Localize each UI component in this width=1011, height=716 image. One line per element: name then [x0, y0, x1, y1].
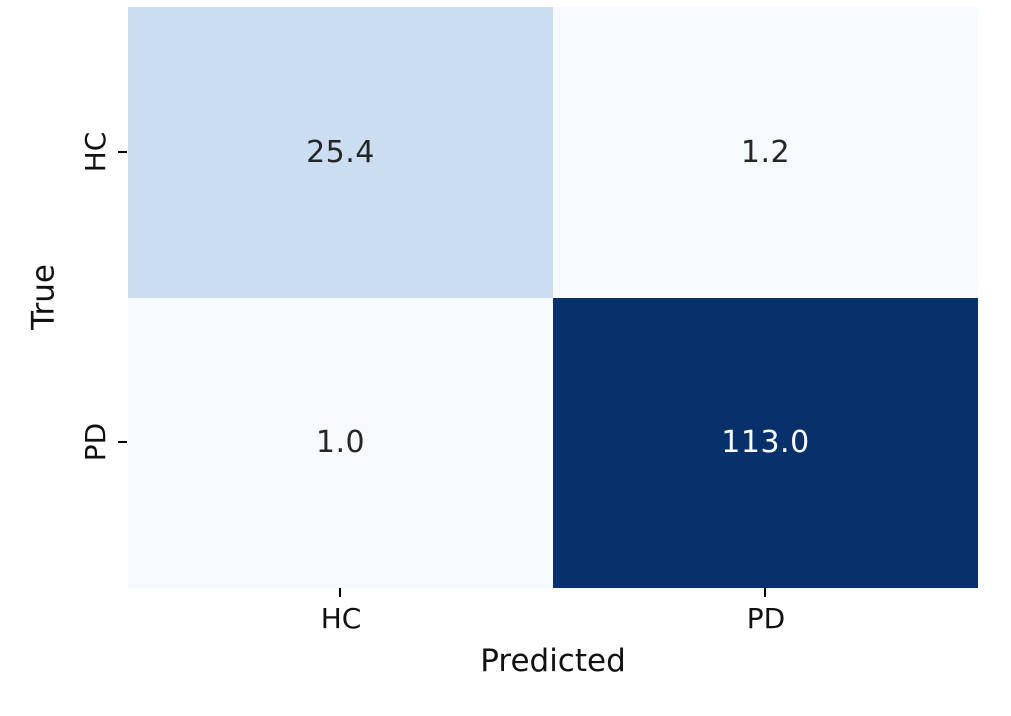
x-tick-label-pd: PD [746, 602, 786, 635]
cell-value-true-hc-pred-hc: 25.4 [306, 134, 375, 170]
cell-value-true-hc-pred-pd: 1.2 [740, 134, 791, 170]
heatmap-cell-true-pd-pred-pd: 113.0 [553, 298, 978, 588]
x-tick-mark-hc [339, 588, 341, 597]
x-tick-mark-pd [764, 588, 766, 597]
heatmap-cell-true-pd-pred-hc: 1.0 [128, 298, 553, 588]
y-tick-mark-pd [118, 441, 127, 443]
y-tick-mark-hc [118, 151, 127, 153]
x-tick-label-hc: HC [320, 602, 362, 635]
y-tick-label-pd: PD [79, 422, 112, 462]
heatmap-cell-true-hc-pred-hc: 25.4 [128, 7, 553, 298]
heatmap-cell-true-hc-pred-pd: 1.2 [553, 7, 978, 298]
x-axis-label: Predicted [480, 643, 626, 679]
cell-value-true-pd-pred-hc: 1.0 [315, 425, 366, 460]
y-tick-label-hc: HC [79, 131, 112, 173]
y-axis-label: True [25, 264, 62, 330]
cell-value-true-pd-pred-pd: 113.0 [721, 425, 810, 460]
